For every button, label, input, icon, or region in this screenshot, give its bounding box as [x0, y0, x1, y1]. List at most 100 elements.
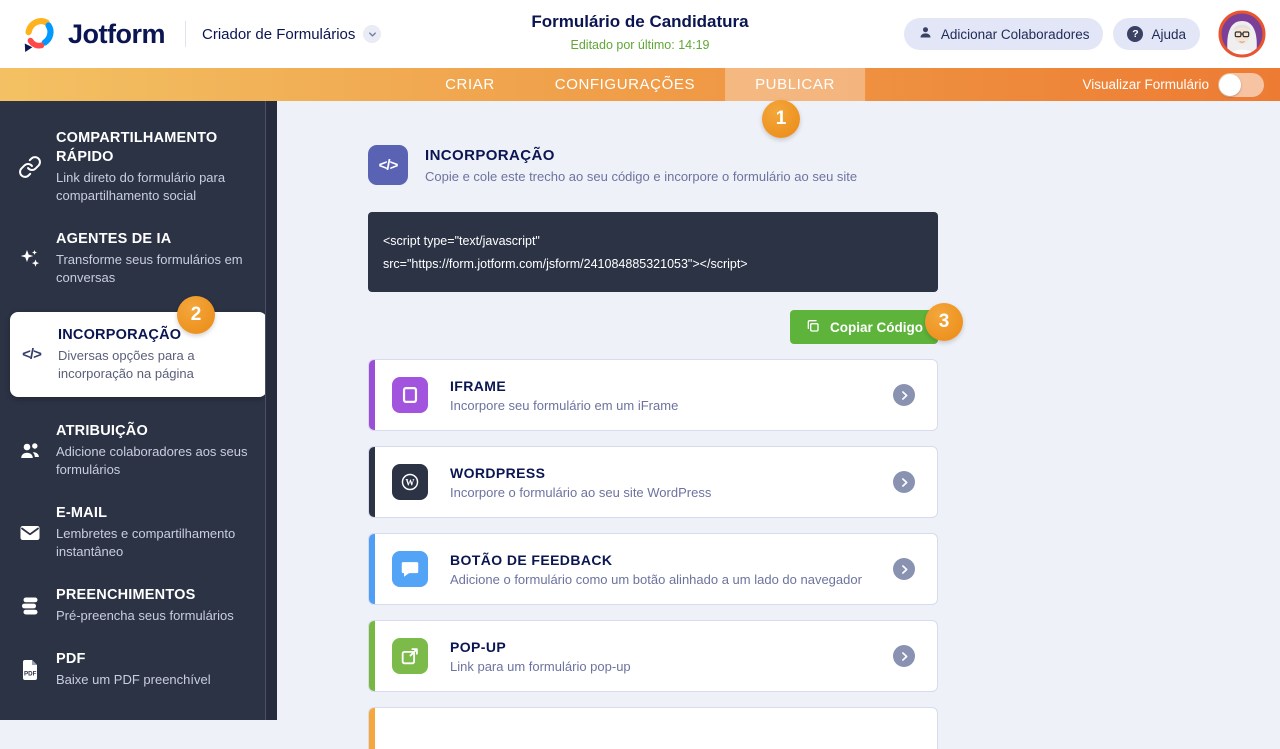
- iframe-icon: [392, 377, 428, 413]
- embed-code-block[interactable]: <script type="text/javascript" src="http…: [368, 212, 938, 292]
- sidebar-item-title: INCORPORAÇÃO: [58, 327, 182, 343]
- copy-icon: [805, 318, 821, 337]
- sidebar-item-agentes-de-ia[interactable]: AGENTES DE IA Transforme seus formulários…: [0, 230, 277, 287]
- tab-label: CONFIGURAÇÕES: [554, 76, 696, 93]
- mail-icon: [16, 521, 43, 545]
- sidebar-item-e-mail[interactable]: E-MAIL Lembretes e compartilhamento insta…: [0, 504, 277, 561]
- sidebar-scrollbar[interactable]: [265, 101, 277, 720]
- svg-text:W: W: [405, 477, 415, 487]
- feedback-icon: [392, 551, 428, 587]
- card-desc: Incorpore o formulário ao seu site WordP…: [450, 484, 712, 500]
- chevron-right-icon[interactable]: [893, 384, 915, 406]
- card-title: BOTÃO DE FEEDBACK: [450, 551, 613, 568]
- section-header: </> INCORPORAÇÃO Copie e cole este trech…: [368, 145, 938, 185]
- card-desc: Incorpore seu formulário em um iFrame: [450, 397, 679, 413]
- step-badge-1: 1: [762, 100, 800, 138]
- popup-icon: [392, 638, 428, 674]
- card-stripe: [369, 447, 375, 517]
- toggle-knob: [1219, 73, 1241, 96]
- embed-card-wordpress[interactable]: W WORDPRESS Incorpore o formulário ao seu …: [368, 446, 938, 518]
- nav-tabs: CRIAR CONFIGURAÇÕES PUBLICAR: [415, 68, 865, 101]
- tab-configuracoes[interactable]: CONFIGURAÇÕES: [525, 68, 725, 101]
- sidebar-item-compartilhamento-rapido[interactable]: COMPARTILHAMENTO RÁPIDO Link direto do fo…: [0, 129, 277, 205]
- chevron-right-icon[interactable]: [893, 558, 915, 580]
- person-icon: [918, 25, 933, 43]
- card-stripe: [369, 708, 375, 749]
- card-stripe: [369, 621, 375, 691]
- preview-form-toggle[interactable]: [1218, 72, 1264, 97]
- copy-code-label: Copiar Código: [830, 319, 923, 335]
- tab-label: PUBLICAR: [755, 76, 835, 93]
- embed-card-botao-de-feedback[interactable]: BOTÃO DE FEEDBACK Adicione o formulário c…: [368, 533, 938, 605]
- help-label: Ajuda: [1151, 26, 1186, 42]
- sidebar-item-title: COMPARTILHAMENTO RÁPIDO: [56, 130, 218, 165]
- sidebar-item-desc: Baixe um PDF preenchível: [56, 672, 211, 687]
- sidebar-item-title: PDF: [56, 651, 86, 667]
- sidebar-item-desc: Link direto do formulário para compartil…: [56, 170, 226, 203]
- last-edited-status: Editado por último: 14:19: [570, 38, 710, 52]
- sidebar-item-desc: Pré-preencha seus formulários: [56, 608, 234, 623]
- embed-card-pop-up[interactable]: POP-UP Link para um formulário pop-up: [368, 620, 938, 692]
- sidebar-item-desc: Diversas opções para a incorporação na p…: [58, 348, 195, 381]
- pdf-icon: PDF: [16, 658, 43, 682]
- sidebar-item-atribuicao[interactable]: ATRIBUIÇÃO Adicione colaboradores aos seu…: [0, 422, 277, 479]
- card-title: POP-UP: [450, 638, 507, 655]
- sidebar-item-desc: Adicione colaboradores aos seus formulár…: [56, 444, 248, 477]
- card-desc: Link para um formulário pop-up: [450, 658, 631, 674]
- sidebar-nav: COMPARTILHAMENTO RÁPIDO Link direto do fo…: [0, 101, 277, 689]
- brand-name[interactable]: Jotform: [68, 18, 166, 49]
- app-header: Jotform Criador de Formulários Formulári…: [0, 0, 1280, 68]
- embed-options-list: IFRAME Incorpore seu formulário em um iFr…: [368, 359, 938, 749]
- copy-row: Copiar Código: [368, 310, 938, 344]
- code-icon: </>: [22, 346, 42, 363]
- embed-card-iframe[interactable]: IFRAME Incorpore seu formulário em um iFr…: [368, 359, 938, 431]
- card-desc: Adicione o formulário como um botão alin…: [450, 571, 862, 587]
- publish-sidebar: COMPARTILHAMENTO RÁPIDO Link direto do fo…: [0, 101, 277, 720]
- tab-criar[interactable]: CRIAR: [415, 68, 525, 101]
- product-menu[interactable]: Criador de Formulários: [202, 25, 382, 43]
- sparkles-icon: [16, 247, 43, 271]
- preview-toggle-group: Visualizar Formulário: [1082, 68, 1264, 101]
- sidebar-item-title: PREENCHIMENTOS: [56, 587, 196, 603]
- sidebar-item-desc: Lembretes e compartilhamento instantâneo: [56, 526, 236, 559]
- preview-toggle-label: Visualizar Formulário: [1082, 77, 1209, 92]
- section-title: INCORPORAÇÃO: [425, 146, 555, 164]
- add-collaborators-button[interactable]: Adicionar Colaboradores: [903, 18, 1104, 50]
- form-navbar: CRIAR CONFIGURAÇÕES PUBLICAR Visualizar Fo…: [0, 68, 1280, 101]
- embed-code-icon: </>: [368, 145, 408, 185]
- chevron-down-icon: [363, 25, 382, 43]
- product-menu-label: Criador de Formulários: [202, 25, 356, 43]
- embed-content: </> INCORPORAÇÃO Copie e cole este trech…: [368, 101, 938, 749]
- wordpress-icon: W: [392, 464, 428, 500]
- user-avatar[interactable]: [1218, 10, 1266, 58]
- embed-code-line1: <script type="text/javascript": [383, 234, 540, 248]
- card-stripe: [369, 360, 375, 430]
- copy-code-button[interactable]: Copiar Código: [790, 310, 938, 344]
- chevron-right-icon[interactable]: [893, 471, 915, 493]
- card-title: IFRAME: [450, 377, 507, 394]
- step-badge-2: 2: [177, 296, 215, 334]
- sidebar-item-title: E-MAIL: [56, 505, 108, 521]
- embed-card-partial[interactable]: [368, 707, 938, 749]
- sidebar-item-desc: Transforme seus formulários em conversas: [56, 252, 243, 285]
- header-divider: [185, 21, 186, 47]
- form-meta: Formulário de Candidatura Editado por úl…: [531, 12, 748, 52]
- sidebar-item-incorporacao[interactable]: </> INCORPORAÇÃO Diversas opções para a in…: [10, 312, 267, 397]
- sidebar-item-preenchimentos[interactable]: PREENCHIMENTOS Pré-preencha seus formulár…: [0, 586, 277, 625]
- logo-group: Jotform Criador de Formulários: [20, 0, 382, 68]
- form-title[interactable]: Formulário de Candidatura: [531, 12, 749, 31]
- svg-text:PDF: PDF: [24, 670, 37, 677]
- chevron-right-icon[interactable]: [893, 645, 915, 667]
- sidebar-item-pdf[interactable]: PDF PDF Baixe um PDF preenchível: [0, 650, 277, 689]
- stack-icon: [16, 594, 43, 618]
- embed-code-line2: src="https://form.jotform.com/jsform/241…: [383, 257, 748, 271]
- jotform-logo-icon[interactable]: [20, 15, 58, 53]
- link-icon: [16, 155, 43, 179]
- tab-publicar[interactable]: PUBLICAR: [725, 68, 865, 101]
- help-button[interactable]: ? Ajuda: [1113, 18, 1200, 50]
- question-icon: ?: [1127, 26, 1144, 42]
- users-icon: [16, 439, 43, 463]
- section-description: Copie e cole este trecho ao seu código e…: [425, 168, 858, 184]
- add-collaborators-label: Adicionar Colaboradores: [940, 26, 1090, 42]
